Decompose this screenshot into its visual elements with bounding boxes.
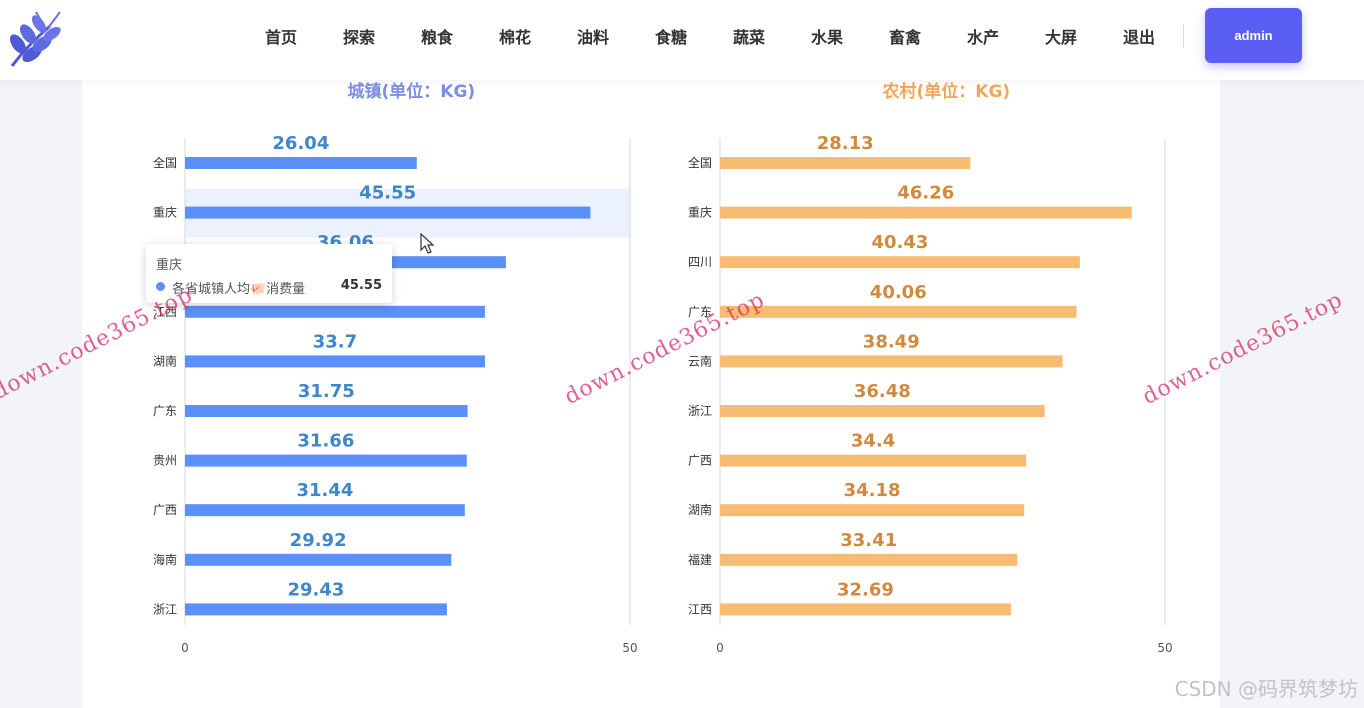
- urban-value-label: 45.55: [359, 183, 416, 204]
- urban-category-label: 浙江: [153, 602, 177, 616]
- tooltip-title: 重庆: [156, 258, 183, 273]
- urban-category-label: 海南: [153, 552, 177, 567]
- mouse-cursor-icon: [420, 233, 435, 254]
- rural-category-label: 重庆: [688, 206, 712, 220]
- urban-chart-title: 城镇(单位：KG): [348, 81, 476, 102]
- consumption-charts: 城镇(单位：KG)050全国26.04重庆45.55四川36.06江西33.7湖…: [153, 81, 1173, 655]
- urban-x-tick-label: 50: [622, 641, 637, 655]
- urban-category-label: 贵州: [153, 454, 177, 468]
- nav-item[interactable]: 油料: [576, 28, 609, 47]
- rural-bar[interactable]: [720, 603, 1011, 616]
- main-nav: 首页 探索 粮食 棉花 油料 食糖 蔬菜 水果 畜禽 水产 大屏 退出: [242, 0, 1178, 72]
- nav-item[interactable]: 畜禽: [888, 28, 921, 47]
- rural-bar[interactable]: [720, 553, 1018, 566]
- top-navbar: 首页 探索 粮食 棉花 油料 食糖 蔬菜 水果 畜禽 水产 大屏 退出 admin: [0, 0, 1364, 80]
- urban-bar[interactable]: [185, 603, 447, 616]
- rural-bar[interactable]: [720, 256, 1080, 269]
- urban-category-label: 湖南: [153, 353, 177, 368]
- rural-value-label: 33.41: [840, 530, 897, 551]
- rural-bar[interactable]: [720, 157, 971, 169]
- nav-item[interactable]: 水产: [966, 28, 999, 47]
- urban-bar[interactable]: [185, 405, 468, 417]
- urban-value-label: 33.7: [313, 331, 357, 352]
- urban-value-label: 31.75: [298, 381, 355, 402]
- nav-item[interactable]: 探索: [342, 28, 375, 47]
- nav-item[interactable]: 首页: [264, 28, 297, 47]
- rural-category-label: 四川: [688, 255, 712, 269]
- urban-bar[interactable]: [185, 553, 452, 566]
- urban-value-label: 31.44: [296, 480, 353, 501]
- tooltip-series-dot: [156, 282, 165, 291]
- nav-item[interactable]: 蔬菜: [732, 28, 765, 47]
- chart-panel: 城镇(单位：KG)050全国26.04重庆45.55四川36.06江西33.7湖…: [82, 80, 1220, 708]
- rural-value-label: 34.18: [844, 480, 901, 501]
- urban-category-label: 广东: [153, 404, 177, 418]
- nav-divider: [1183, 24, 1184, 48]
- urban-bar[interactable]: [185, 454, 467, 467]
- rural-category-label: 云南: [688, 353, 712, 368]
- urban-value-label: 29.43: [287, 579, 344, 600]
- rural-bar[interactable]: [720, 355, 1063, 368]
- urban-category-label: 全国: [153, 155, 177, 170]
- urban-category-label: 广西: [153, 503, 177, 517]
- rural-bar[interactable]: [720, 454, 1027, 467]
- rural-value-label: 34.4: [851, 431, 895, 452]
- nav-item[interactable]: 水果: [810, 28, 843, 47]
- rural-x-tick-label: 0: [716, 641, 724, 655]
- urban-bar[interactable]: [185, 206, 591, 219]
- urban-value-label: 31.66: [297, 431, 354, 452]
- rural-category-label: 江西: [688, 602, 712, 616]
- rural-bar[interactable]: [720, 206, 1132, 219]
- chart-tooltip: 重庆 各省城镇人均🐖消费量 45.55: [146, 244, 392, 303]
- rural-value-label: 28.13: [817, 133, 874, 154]
- urban-bar[interactable]: [185, 355, 485, 368]
- rural-category-label: 广东: [688, 305, 712, 319]
- urban-bar[interactable]: [185, 305, 485, 318]
- rural-bar[interactable]: [720, 405, 1045, 417]
- nav-item[interactable]: 食糖: [654, 28, 687, 47]
- footer-credit: CSDN @码界筑梦坊: [1174, 677, 1358, 701]
- nav-item[interactable]: 粮食: [420, 28, 453, 47]
- rural-bar[interactable]: [720, 504, 1025, 517]
- rural-category-label: 广西: [688, 454, 712, 468]
- urban-bar[interactable]: [185, 504, 465, 517]
- rural-chart-title: 农村(单位：KG): [882, 81, 1011, 102]
- rural-bar[interactable]: [720, 305, 1077, 318]
- admin-button[interactable]: admin: [1205, 8, 1302, 63]
- rural-x-tick-label: 50: [1157, 641, 1172, 655]
- rural-category-label: 湖南: [688, 502, 712, 517]
- rural-category-label: 福建: [688, 552, 712, 567]
- urban-value-label: 29.92: [290, 530, 347, 551]
- nav-item[interactable]: 退出: [1122, 28, 1155, 47]
- rural-value-label: 36.48: [854, 381, 911, 402]
- rural-value-label: 32.69: [837, 579, 894, 600]
- urban-category-label: 重庆: [153, 206, 177, 220]
- urban-bar[interactable]: [185, 157, 417, 169]
- rural-category-label: 浙江: [688, 404, 712, 418]
- urban-category-label: 江西: [153, 305, 177, 319]
- rural-value-label: 38.49: [863, 331, 920, 352]
- urban-x-tick-label: 0: [181, 641, 189, 655]
- nav-item[interactable]: 棉花: [498, 28, 531, 47]
- tooltip-series-name: 各省城镇人均🐖消费量: [172, 282, 306, 297]
- nav-item[interactable]: 大屏: [1044, 28, 1077, 47]
- rural-value-label: 40.06: [870, 282, 927, 303]
- rural-value-label: 40.43: [871, 232, 928, 253]
- tooltip-value: 45.55: [340, 278, 382, 293]
- urban-value-label: 26.04: [272, 133, 329, 154]
- wheat-logo-icon[interactable]: [6, 4, 64, 72]
- rural-value-label: 46.26: [897, 183, 954, 204]
- rural-category-label: 全国: [688, 155, 712, 170]
